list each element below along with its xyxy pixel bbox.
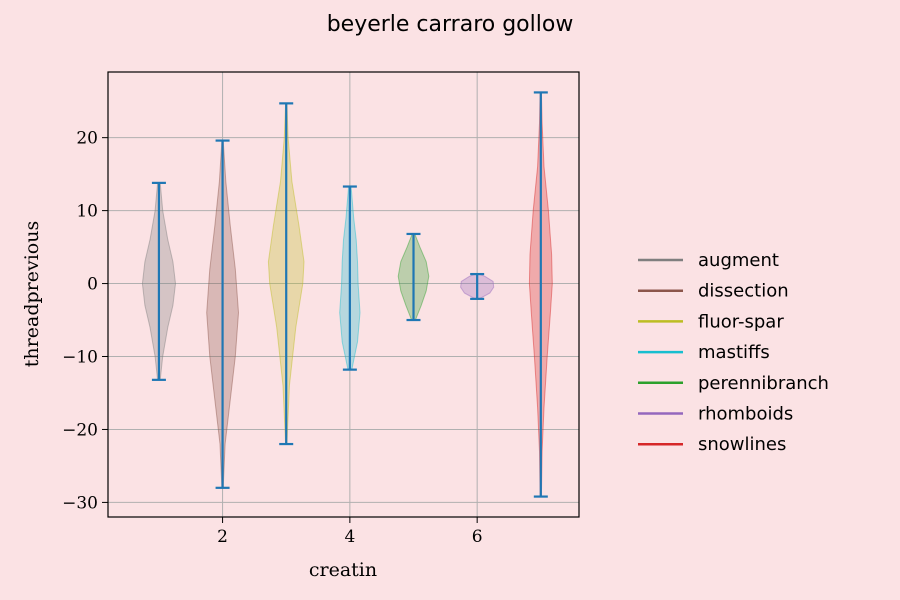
axes-background [108,72,579,517]
y-tick-label: 10 [76,202,98,222]
axes-frame [107,71,580,518]
y-axis-ticks: 20 10 0 −10 −20 −30 [62,129,108,513]
extrema-bars [151,91,548,498]
y-tick-label: 0 [87,275,98,295]
x-axis-label: creatin [309,559,377,581]
legend: augment dissection fluor-spar mastiffs peren… [638,250,829,455]
legend-label-dissection: dissection [698,281,789,302]
chart-title: beyerle carraro gollow [327,12,574,37]
y-tick-label: −10 [62,348,98,368]
legend-label-perennibranch: perennibranch [698,373,829,394]
x-tick-label: 2 [217,527,228,547]
legend-label-snowlines: snowlines [698,434,786,455]
x-axis-ticks: 2 4 6 [217,517,483,547]
legend-label-augment: augment [698,250,779,271]
x-tick-label: 6 [472,527,483,547]
legend-label-rhomboids: rhomboids [698,404,793,425]
y-tick-label: 20 [76,129,98,149]
y-tick-label: −30 [62,493,98,513]
x-tick-label: 4 [344,527,355,547]
y-axis-label: threadprevious [21,221,43,367]
y-tick-label: −20 [62,420,98,440]
legend-label-mastiffs: mastiffs [698,342,770,363]
legend-label-fluor-spar: fluor-spar [698,311,784,332]
plot-area: 2 4 6 20 10 0 −10 −20 −30 [62,71,580,547]
